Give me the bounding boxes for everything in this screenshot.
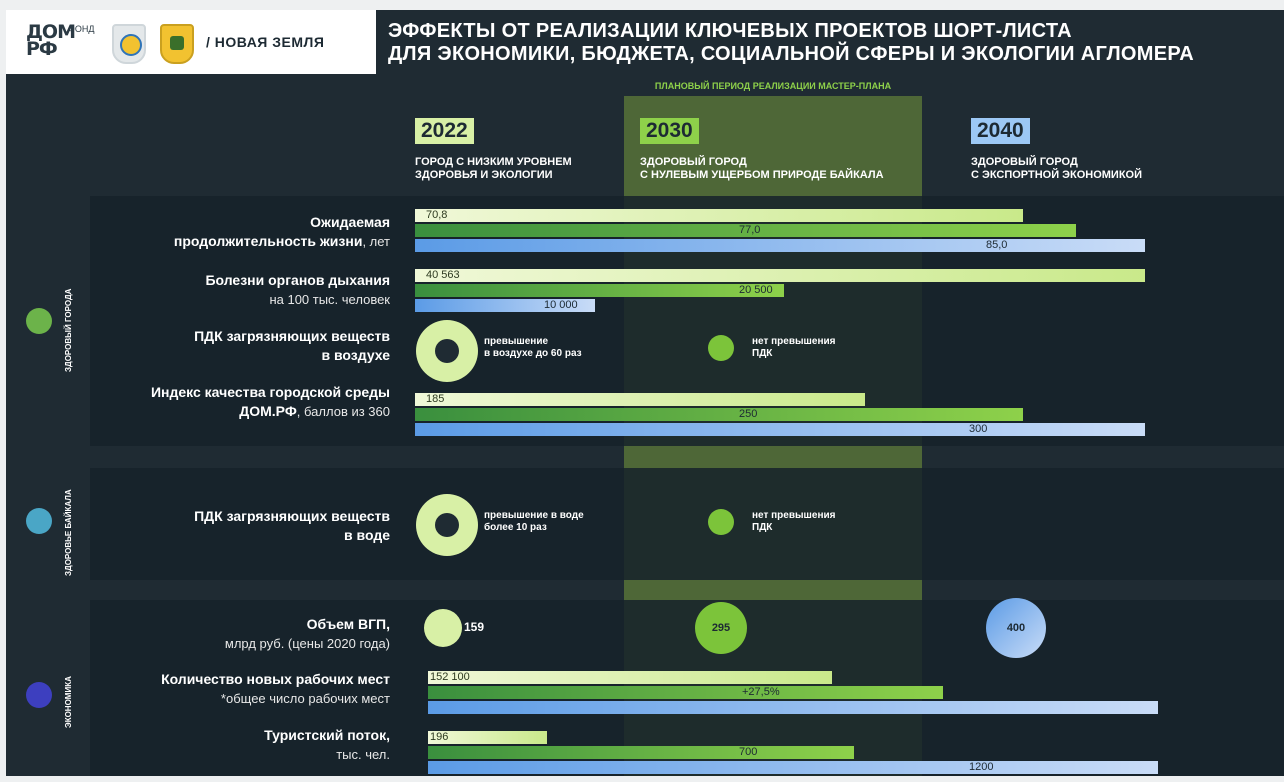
dom-rf-logo: ДОМ РФ (26, 21, 76, 60)
water-no-exceed-note: нет превышения ПДК (752, 510, 836, 533)
row-life-unit: , лет (362, 234, 390, 249)
bar-2030-4 (428, 686, 943, 699)
bar-label-2030-2: 250 (739, 408, 758, 420)
bar-label-2030-1: 20 500 (739, 284, 773, 296)
row-index-label: Индекс качества городской среды ДОМ.РФ, … (151, 383, 390, 421)
row-resp-title: Болезни органов дыхания (205, 272, 390, 288)
row-life-label: Ожидаемая продолжительность жизни, лет (174, 213, 390, 251)
bar-2040-4 (428, 701, 1158, 714)
row-air-title: ПДК загрязняющих веществ в воздухе (194, 328, 390, 363)
section-baikal-dot (26, 508, 52, 534)
row-tourism-title: Туристский поток, (264, 727, 390, 743)
bar-2030-2 (415, 408, 1023, 421)
section-health-dot (26, 308, 52, 334)
bar-2040-1 (415, 299, 595, 312)
year-2030: 2030 (640, 118, 699, 144)
air-exceed-ring (416, 320, 478, 382)
row-life-title: Ожидаемая продолжительность жизни (173, 214, 390, 249)
bar-2022-2 (415, 393, 865, 406)
row-jobs-label: Количество новых рабочих мест *общее чис… (161, 670, 390, 708)
row-jobs-title: Количество новых рабочих мест (161, 671, 390, 687)
bar-label-2022-1: 40 563 (426, 269, 460, 281)
infographic-slide: ДОМ РФ ФОНД / НОВАЯ ЗЕМЛЯ ЭФФЕКТЫ ОТ РЕА… (6, 10, 1284, 776)
row-index-unit: , баллов из 360 (296, 404, 390, 419)
chart-marks: 70,8 77,0 85,0 40 563 20 500 10 000 185 250 300 1… (6, 10, 1284, 776)
row-resp-sub: на 100 тыс. человек (269, 292, 390, 307)
bar-label-2030-0: 77,0 (739, 224, 761, 236)
logo-fond-text: ФОНД (68, 24, 95, 34)
water-no-exceed-dot (708, 509, 734, 535)
air-no-exceed-dot (708, 335, 734, 361)
bar-label-2040-5: 1200 (969, 761, 994, 773)
bar-label-2040-1: 10 000 (544, 299, 578, 311)
bar-2040-2 (415, 423, 1145, 436)
row-gdp-sub: млрд руб. (цены 2020 года) (224, 636, 390, 651)
row-index-title: Индекс качества городской среды ДОМ.РФ (150, 384, 390, 419)
section-economy-dot (26, 682, 52, 708)
bar-label-2040-0: 85,0 (986, 239, 1008, 251)
gdp-bubble-2040: 400 (986, 598, 1046, 658)
bar-2040-5 (428, 761, 1158, 774)
buryatia-emblem-icon (112, 24, 146, 64)
bar-label-2022-2: 185 (426, 393, 445, 405)
bar-label-2030-4: +27,5% (742, 686, 780, 698)
row-gdp-label: Объем ВГП, млрд руб. (цены 2020 года) (225, 615, 390, 653)
brand-novaya-zemlya: / НОВАЯ ЗЕМЛЯ (206, 34, 325, 50)
panel-baikal (90, 468, 1284, 580)
bar-label-2030-5: 700 (739, 746, 758, 758)
row-resp-label: Болезни органов дыхания на 100 тыс. чело… (205, 271, 390, 309)
air-exceed-ring-hole (435, 339, 459, 363)
row-tourism-sub: тыс. чел. (336, 747, 390, 762)
plan-period-label: ПЛАНОВЫЙ ПЕРИОД РЕАЛИЗАЦИИ МАСТЕР-ПЛАНА (654, 81, 892, 91)
air-no-exceed-note: нет превышения ПДК (752, 336, 836, 359)
year-2030-desc: ЗДОРОВЫЙ ГОРОД С НУЛЕВЫМ УЩЕРБОМ ПРИРОДЕ… (640, 156, 884, 181)
year-2022: 2022 (415, 118, 474, 144)
year-2040-desc: ЗДОРОВЫЙ ГОРОД С ЭКСПОРТНОЙ ЭКОНОМИКОЙ (971, 156, 1143, 181)
bar-label-2022-0: 70,8 (426, 209, 448, 221)
year-2022-desc: ГОРОД С НИЗКИМ УРОВНЕМ ЗДОРОВЬЯ И ЭКОЛОГ… (415, 156, 572, 181)
gdp-value-2022: 159 (464, 620, 485, 634)
row-gdp-title: Объем ВГП, (306, 616, 390, 632)
water-exceed-ring-hole (435, 513, 459, 537)
bar-label-2022-5: 196 (430, 731, 449, 743)
bar-2022-0 (415, 209, 1023, 222)
row-water-title: ПДК загрязняющих веществ в воде (194, 508, 390, 543)
water-exceed-ring (416, 494, 478, 556)
bar-2022-5 (428, 731, 547, 744)
bar-2030-5 (428, 746, 854, 759)
bar-2022-4 (428, 671, 832, 684)
bar-2022-1 (415, 269, 1145, 282)
bar-2040-0 (415, 239, 1145, 252)
gdp-bubble-2030: 295 (695, 602, 747, 654)
page-title: ЭФФЕКТЫ ОТ РЕАЛИЗАЦИИ КЛЮЧЕВЫХ ПРОЕКТОВ … (388, 20, 1195, 65)
row-jobs-sub: *общее число рабочих мест (220, 691, 390, 706)
bar-2030-1 (415, 284, 784, 297)
row-water-label: ПДК загрязняющих веществ в воде (194, 507, 390, 545)
bar-2030-0 (415, 224, 1076, 237)
gdp-bubble-2022 (424, 609, 462, 647)
bar-label-2040-2: 300 (969, 423, 988, 435)
row-air-label: ПДК загрязняющих веществ в воздухе (194, 327, 390, 365)
logo-area: ДОМ РФ ФОНД / НОВАЯ ЗЕМЛЯ (6, 10, 376, 74)
row-tourism-label: Туристский поток, тыс. чел. (264, 726, 390, 764)
ulan-ude-emblem-icon (160, 24, 194, 64)
year-2040: 2040 (971, 118, 1030, 144)
water-exceed-note: превышение в воде более 10 раз (484, 510, 584, 533)
bar-label-2022-4: 152 100 (430, 671, 470, 683)
air-exceed-note: превышение в воздухе до 60 раз (484, 336, 582, 359)
